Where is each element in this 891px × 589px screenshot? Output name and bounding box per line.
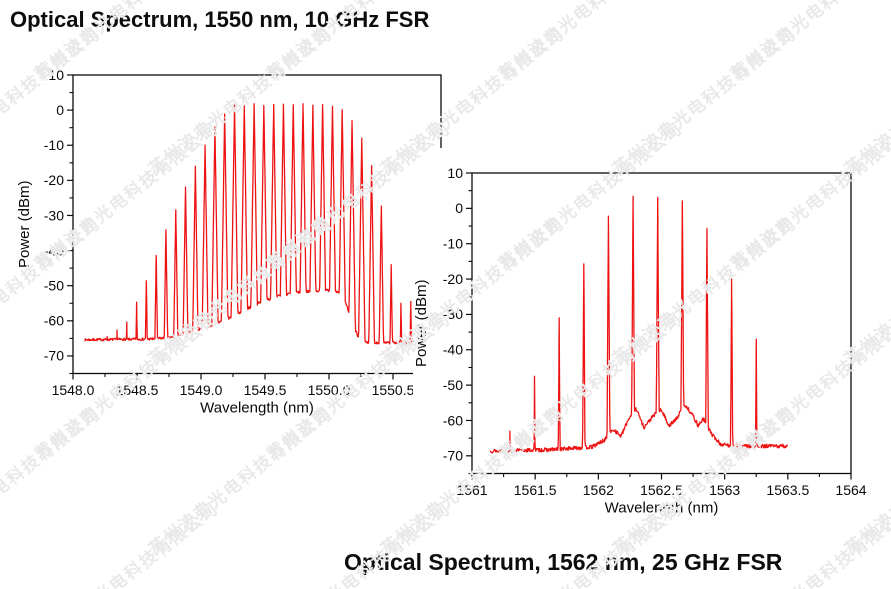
svg-text:10: 10 [447, 165, 463, 181]
svg-text:1563: 1563 [709, 482, 740, 498]
x-axis-ticks: 1548.0 1548.5 1549.0 1549.5 1550.0 1550.5 [52, 373, 426, 398]
spectrum-trace [84, 103, 441, 345]
x-axis-label: Wavelength (nm) [605, 500, 719, 517]
svg-text:1564: 1564 [835, 482, 866, 498]
axis-frame [72, 74, 442, 375]
svg-text:1549.5: 1549.5 [244, 382, 287, 398]
svg-text:1561.5: 1561.5 [514, 482, 557, 498]
svg-text:-40: -40 [44, 242, 64, 258]
svg-text:-50: -50 [44, 278, 64, 294]
svg-text:-30: -30 [44, 207, 64, 223]
x-axis-label: Wavelength (nm) [200, 400, 314, 417]
y-axis-ticks: 10 0 -10 -20 -30 -40 -50 -60 -70 [443, 165, 472, 475]
axis-frame [471, 172, 852, 475]
watermark-text: 苏州波弗光电科技有限公司 [727, 0, 891, 84]
chart-1562nm-25ghz-figure: 1561 1561.5 1562 1562.5 1563 1563.5 1564 10 0 -10… [413, 148, 891, 535]
svg-text:1563.5: 1563.5 [766, 482, 809, 498]
y-axis-label: Power (dBm) [413, 279, 430, 367]
watermark-text: 苏州波弗光电科技有限公司 [31, 498, 223, 589]
svg-text:1562.5: 1562.5 [640, 482, 683, 498]
svg-text:1549.0: 1549.0 [180, 382, 223, 398]
chart1-title: Optical Spectrum, 1550 nm, 10 GHz FSR [10, 7, 430, 32]
y-axis-ticks: 10 0 -10 -20 -30 -40 -50 -60 -70 [44, 67, 73, 375]
svg-text:-60: -60 [443, 412, 463, 428]
svg-text:1550.5: 1550.5 [372, 382, 415, 398]
svg-text:-60: -60 [44, 313, 64, 329]
watermark-text: 苏州波弗光电科技有限公司 [495, 0, 687, 84]
svg-text:-50: -50 [443, 377, 463, 393]
svg-text:-10: -10 [443, 236, 463, 252]
svg-text:-10: -10 [44, 137, 64, 153]
svg-text:-40: -40 [443, 342, 463, 358]
svg-text:0: 0 [455, 200, 463, 216]
chart2-title: Optical Spectrum, 1562 nm, 25 GHz FSR [344, 549, 783, 575]
svg-text:1562: 1562 [583, 482, 614, 498]
chart-1562nm-25ghz-plot: 1561 1561.5 1562 1562.5 1563 1563.5 1564 10 0 -10… [413, 165, 867, 517]
svg-text:1561: 1561 [456, 482, 487, 498]
svg-text:1548.5: 1548.5 [116, 382, 159, 398]
svg-text:-20: -20 [44, 172, 64, 188]
svg-text:1548.0: 1548.0 [52, 382, 95, 398]
svg-text:10: 10 [48, 67, 64, 83]
svg-text:1550.0: 1550.0 [308, 382, 351, 398]
spectrum-trace [489, 195, 789, 454]
svg-text:-30: -30 [443, 306, 463, 322]
chart-1550nm-10ghz-figure: 1548.0 1548.5 1549.0 1549.5 1550.0 1550.5 10 0 -… [16, 67, 442, 417]
y-axis-label: Power (dBm) [16, 180, 33, 268]
svg-text:-20: -20 [443, 271, 463, 287]
x-axis-ticks: 1561 1561.5 1562 1562.5 1563 1563.5 1564 [456, 473, 867, 498]
svg-text:0: 0 [56, 102, 64, 118]
svg-text:-70: -70 [44, 348, 64, 364]
svg-text:-70: -70 [443, 448, 463, 464]
